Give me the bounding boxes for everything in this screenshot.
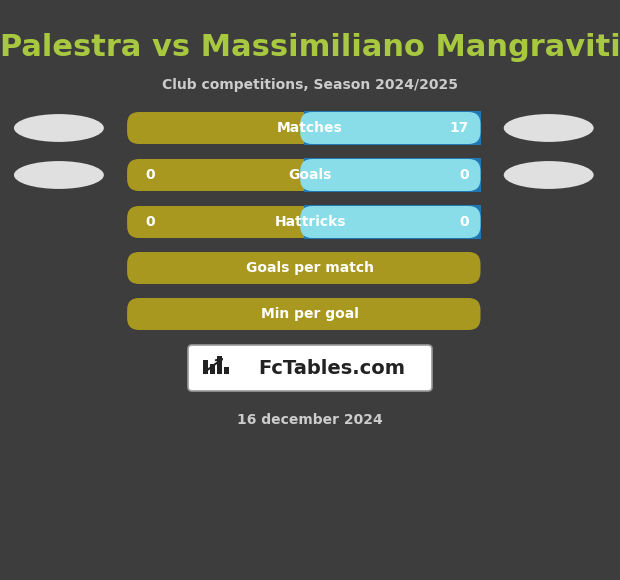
FancyBboxPatch shape (127, 112, 480, 144)
Bar (224, 367, 229, 374)
Text: 0: 0 (459, 168, 469, 182)
Bar (304, 111, 482, 145)
FancyBboxPatch shape (127, 298, 480, 330)
Ellipse shape (504, 114, 594, 142)
Text: Goals: Goals (288, 168, 332, 182)
FancyBboxPatch shape (300, 112, 480, 144)
FancyBboxPatch shape (300, 159, 480, 191)
Ellipse shape (504, 161, 594, 189)
Bar (203, 360, 208, 374)
Text: FcTables.com: FcTables.com (258, 358, 405, 378)
Text: 0: 0 (145, 168, 155, 182)
FancyBboxPatch shape (300, 206, 480, 238)
Text: 0: 0 (459, 215, 469, 229)
FancyBboxPatch shape (188, 345, 432, 391)
Text: Matches: Matches (277, 121, 343, 135)
Text: Club competitions, Season 2024/2025: Club competitions, Season 2024/2025 (162, 78, 458, 92)
Bar (304, 205, 482, 239)
FancyBboxPatch shape (127, 206, 480, 238)
Text: Palestra vs Massimiliano Mangraviti: Palestra vs Massimiliano Mangraviti (0, 34, 620, 63)
Ellipse shape (14, 161, 104, 189)
Text: Hattricks: Hattricks (274, 215, 346, 229)
Text: 16 december 2024: 16 december 2024 (237, 413, 383, 427)
Text: 0: 0 (145, 215, 155, 229)
Bar (217, 356, 222, 374)
Bar (210, 364, 215, 374)
Text: Goals per match: Goals per match (246, 261, 374, 275)
Text: Min per goal: Min per goal (261, 307, 359, 321)
Text: 17: 17 (449, 121, 469, 135)
FancyBboxPatch shape (127, 252, 480, 284)
FancyBboxPatch shape (127, 159, 480, 191)
Bar (304, 158, 482, 192)
Ellipse shape (14, 114, 104, 142)
